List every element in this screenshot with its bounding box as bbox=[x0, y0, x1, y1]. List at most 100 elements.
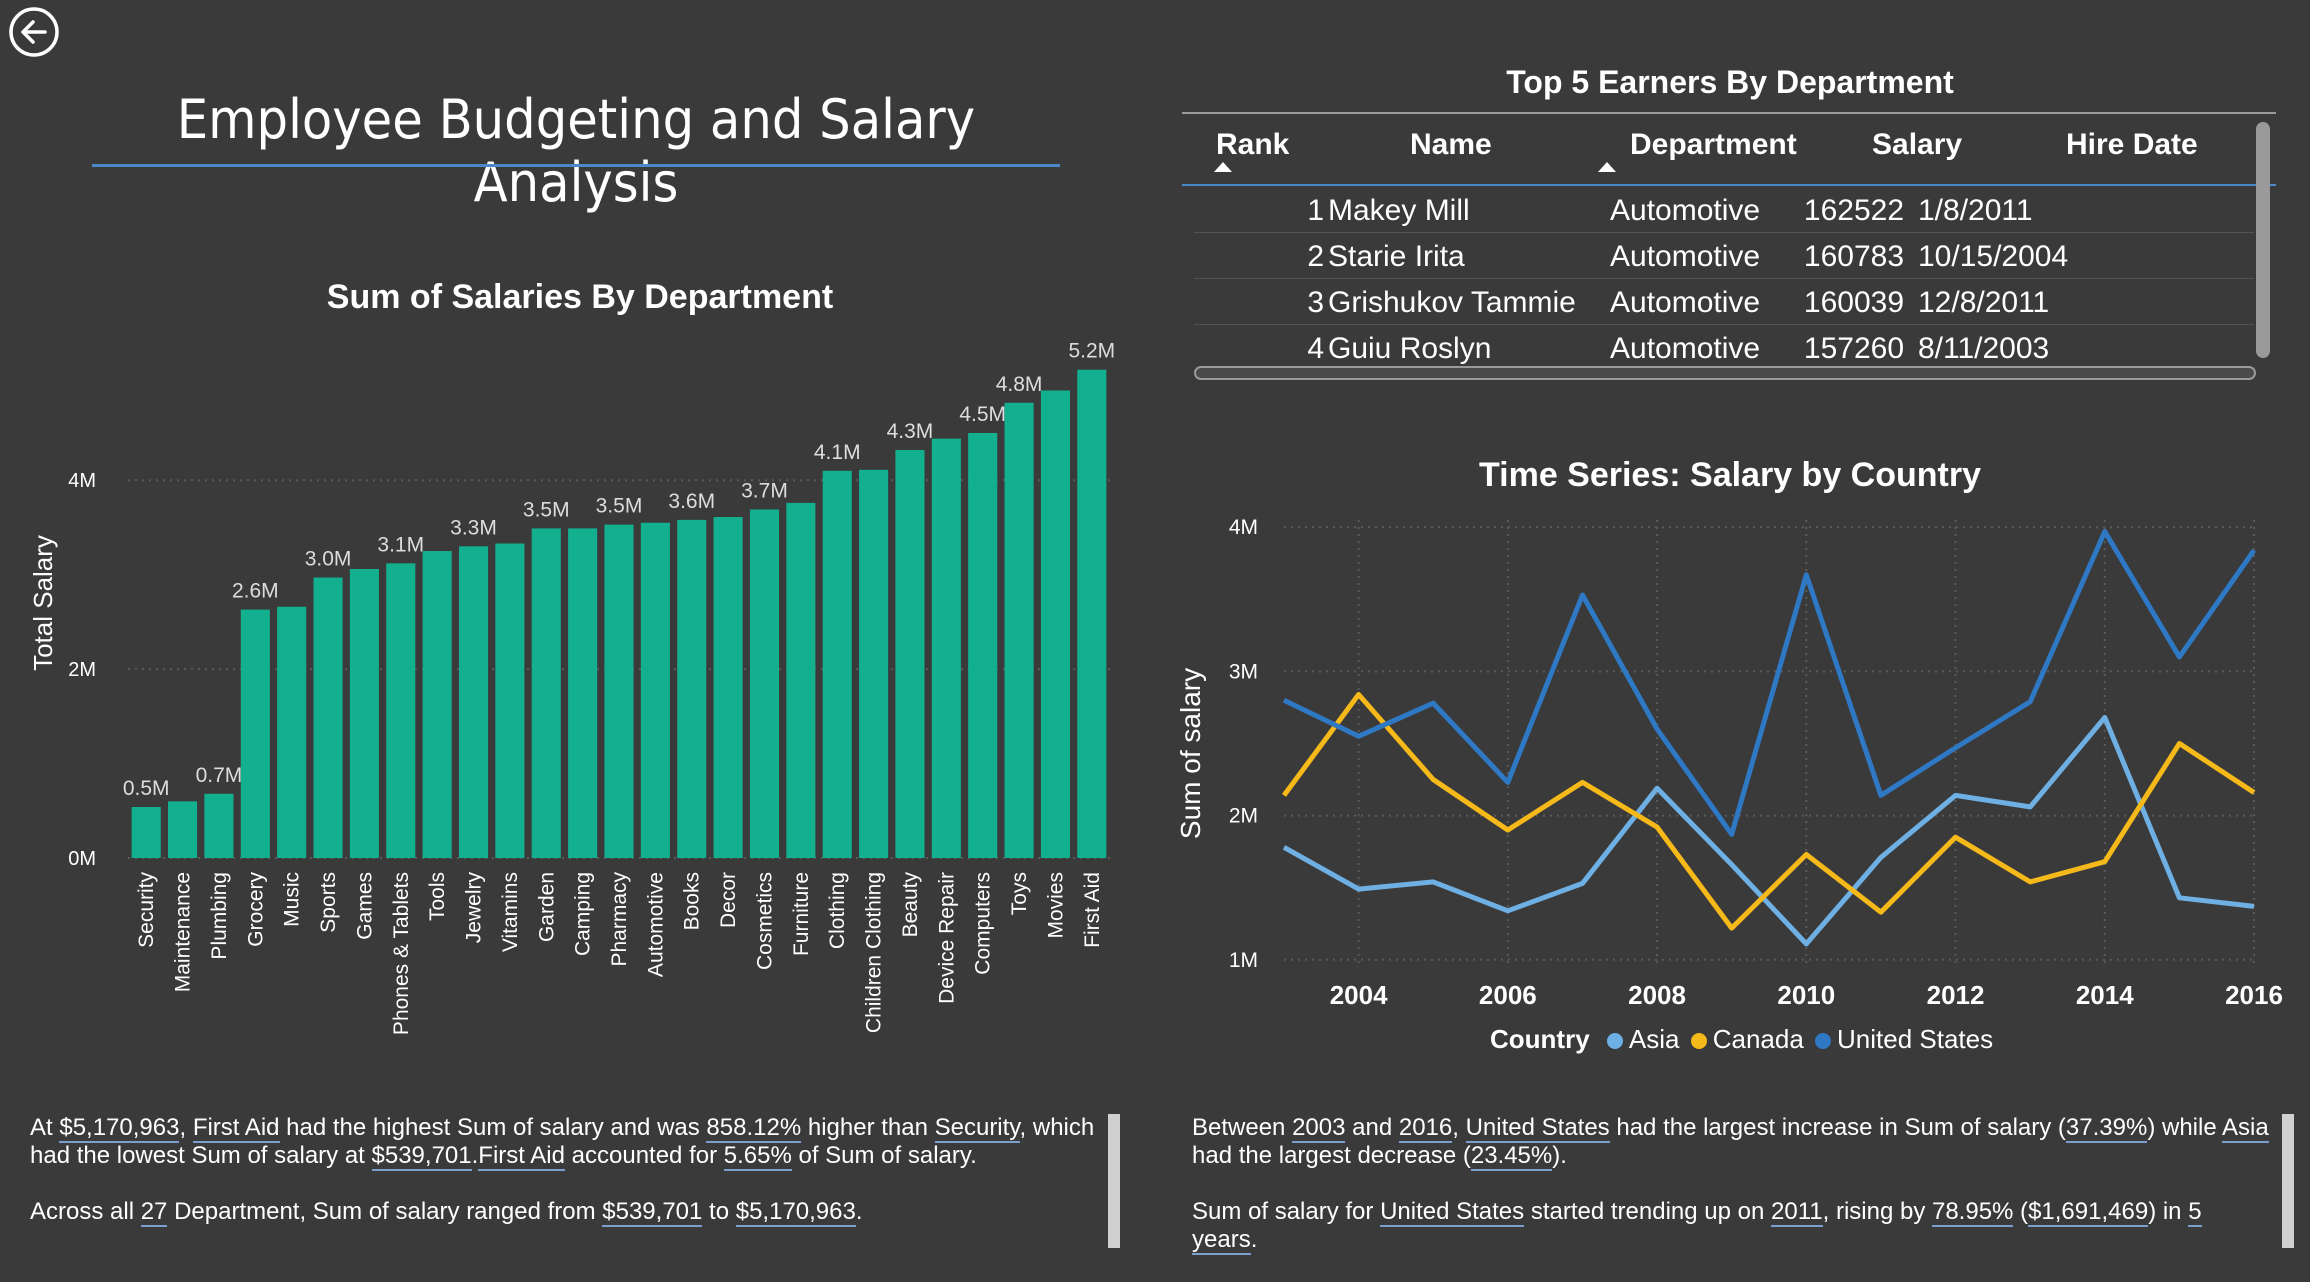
narrative-value: 37.39% bbox=[2065, 1114, 2148, 1143]
bar[interactable] bbox=[1077, 369, 1107, 858]
bar[interactable] bbox=[968, 433, 998, 858]
bar[interactable] bbox=[786, 502, 816, 858]
bar[interactable] bbox=[822, 470, 852, 858]
narrative-value: 5.65% bbox=[723, 1142, 792, 1171]
table-row[interactable]: 3 Grishukov Tammie Automotive 160039 12/… bbox=[1194, 278, 2254, 325]
legend-label: Asia bbox=[1628, 1024, 1680, 1054]
bar[interactable] bbox=[495, 543, 525, 859]
page-title: Employee Budgeting and Salary Analysis bbox=[176, 88, 976, 214]
data-label: 4.3M bbox=[887, 420, 934, 443]
narrative-text: ). bbox=[1552, 1142, 1567, 1169]
x-tick-label: Beauty bbox=[899, 872, 922, 938]
legend-item-asia[interactable]: Asia bbox=[1606, 1024, 1680, 1054]
data-label: 4.1M bbox=[814, 441, 861, 464]
narrative-value: Asia bbox=[2222, 1114, 2269, 1143]
bar[interactable] bbox=[568, 528, 598, 858]
y-tick-label: 2M bbox=[1229, 805, 1258, 828]
table-horizontal-scrollbar[interactable] bbox=[1194, 366, 2256, 380]
bar[interactable] bbox=[931, 438, 961, 858]
y-tick-label: 4M bbox=[1229, 516, 1258, 539]
y-tick-label: 4M bbox=[68, 470, 96, 492]
data-label: 3.0M bbox=[305, 548, 352, 571]
bar[interactable] bbox=[386, 563, 416, 858]
column-header-name[interactable]: Name bbox=[1410, 128, 1492, 161]
narrative-value: $1,691,469 bbox=[2028, 1198, 2149, 1227]
narrative-value: 23.45% bbox=[1470, 1142, 1553, 1171]
table-vertical-scrollbar[interactable] bbox=[2256, 122, 2270, 358]
x-tick-label: 2014 bbox=[2076, 980, 2134, 1010]
x-tick-label: Clothing bbox=[826, 872, 849, 949]
bar[interactable] bbox=[604, 524, 634, 858]
narrative-value: First Aid bbox=[478, 1142, 565, 1171]
bar[interactable] bbox=[677, 519, 707, 858]
table-row[interactable]: 1 Makey Mill Automotive 162522 1/8/2011 bbox=[1194, 186, 2254, 233]
asia-line[interactable] bbox=[1282, 715, 2255, 947]
x-tick-label: Books bbox=[681, 872, 704, 930]
cell-hire-date: 8/11/2003 bbox=[1918, 332, 2050, 365]
bar[interactable] bbox=[713, 517, 743, 858]
cell-rank: 4 bbox=[1307, 332, 1324, 365]
narrative-text: At bbox=[30, 1114, 60, 1141]
x-tick-label: Plumbing bbox=[208, 872, 231, 960]
bar[interactable] bbox=[531, 528, 561, 858]
bar[interactable] bbox=[640, 522, 670, 858]
cell-salary: 162522 bbox=[1803, 194, 1904, 227]
x-tick-label: Maintenance bbox=[172, 872, 195, 992]
narrative-text: , bbox=[179, 1114, 193, 1141]
bar-chart-title: Sum of Salaries By Department bbox=[326, 278, 834, 316]
data-label: 3.3M bbox=[450, 516, 497, 539]
narrative-value: First Aid bbox=[192, 1114, 280, 1143]
sort-ascending-icon[interactable] bbox=[1598, 162, 1616, 172]
narrative-text: ) in bbox=[2148, 1198, 2189, 1225]
x-tick-label: 2010 bbox=[1777, 980, 1835, 1010]
bar[interactable] bbox=[895, 450, 925, 858]
bar[interactable] bbox=[313, 577, 343, 859]
x-tick-label: First Aid bbox=[1081, 872, 1104, 948]
smart-narrative-line-chart: Between 2003 and 2016, United States had… bbox=[1192, 1114, 2272, 1282]
bar[interactable] bbox=[422, 551, 452, 858]
table-row[interactable]: 4 Guiu Roslyn Automotive 157260 8/11/200… bbox=[1194, 324, 2254, 371]
column-header-salary[interactable]: Salary bbox=[1872, 128, 1963, 161]
table-row[interactable]: 2 Starie Irita Automotive 160783 10/15/2… bbox=[1194, 232, 2254, 279]
narrative-value: $5,170,963 bbox=[735, 1198, 856, 1227]
bar[interactable] bbox=[204, 793, 234, 858]
legend-item-united-states[interactable]: United States bbox=[1815, 1024, 1993, 1054]
bar[interactable] bbox=[1040, 390, 1070, 859]
bar[interactable] bbox=[1004, 402, 1034, 858]
sort-ascending-icon[interactable] bbox=[1214, 162, 1232, 172]
x-tick-label: Phones & Tablets bbox=[390, 872, 413, 1035]
bar[interactable] bbox=[458, 546, 489, 858]
narrative-scrollbar[interactable] bbox=[2282, 1114, 2294, 1248]
bar[interactable] bbox=[859, 469, 889, 858]
top-earners-table[interactable]: Rank Name Department Salary Hire Date 1 … bbox=[1182, 112, 2276, 376]
narrative-text: to bbox=[702, 1198, 736, 1225]
bar[interactable] bbox=[277, 606, 307, 858]
cell-hire-date: 1/8/2011 bbox=[1918, 194, 2033, 227]
narrative-text: of Sum of salary. bbox=[791, 1142, 977, 1169]
x-tick-label: Grocery bbox=[244, 872, 267, 947]
column-header-department[interactable]: Department bbox=[1630, 128, 1797, 161]
narrative-text: . bbox=[1250, 1226, 1258, 1253]
narrative-scrollbar[interactable] bbox=[1108, 1114, 1120, 1248]
narrative-value: 27 bbox=[140, 1198, 168, 1227]
back-arrow-icon[interactable] bbox=[8, 6, 60, 58]
x-tick-label: Games bbox=[353, 872, 376, 940]
bar[interactable] bbox=[168, 801, 198, 858]
x-tick-label: Pharmacy bbox=[608, 872, 631, 967]
bar[interactable] bbox=[749, 509, 780, 859]
bar[interactable] bbox=[131, 807, 161, 858]
bar-chart: 0M 2M 4M Total Salary 0.5M Security Maintenanc… bbox=[28, 340, 1115, 1035]
bar[interactable] bbox=[240, 609, 270, 858]
cell-department: Automotive bbox=[1610, 194, 1761, 227]
cell-name: Makey Mill bbox=[1328, 194, 1470, 227]
canada-line[interactable] bbox=[1281, 692, 2256, 931]
legend-item-canada[interactable]: Canada bbox=[1690, 1024, 1804, 1054]
cell-salary: 160783 bbox=[1803, 240, 1904, 273]
line-chart-title: Time Series: Salary by Country bbox=[1478, 456, 1981, 494]
united-states-line[interactable] bbox=[1282, 529, 2257, 837]
narrative-text: had the largest increase in Sum of salar… bbox=[1609, 1114, 2066, 1141]
narrative-text: , bbox=[1452, 1114, 1466, 1141]
bar[interactable] bbox=[349, 569, 379, 858]
column-header-hire-date[interactable]: Hire Date bbox=[2066, 128, 2198, 161]
column-header-rank[interactable]: Rank bbox=[1216, 128, 1290, 161]
